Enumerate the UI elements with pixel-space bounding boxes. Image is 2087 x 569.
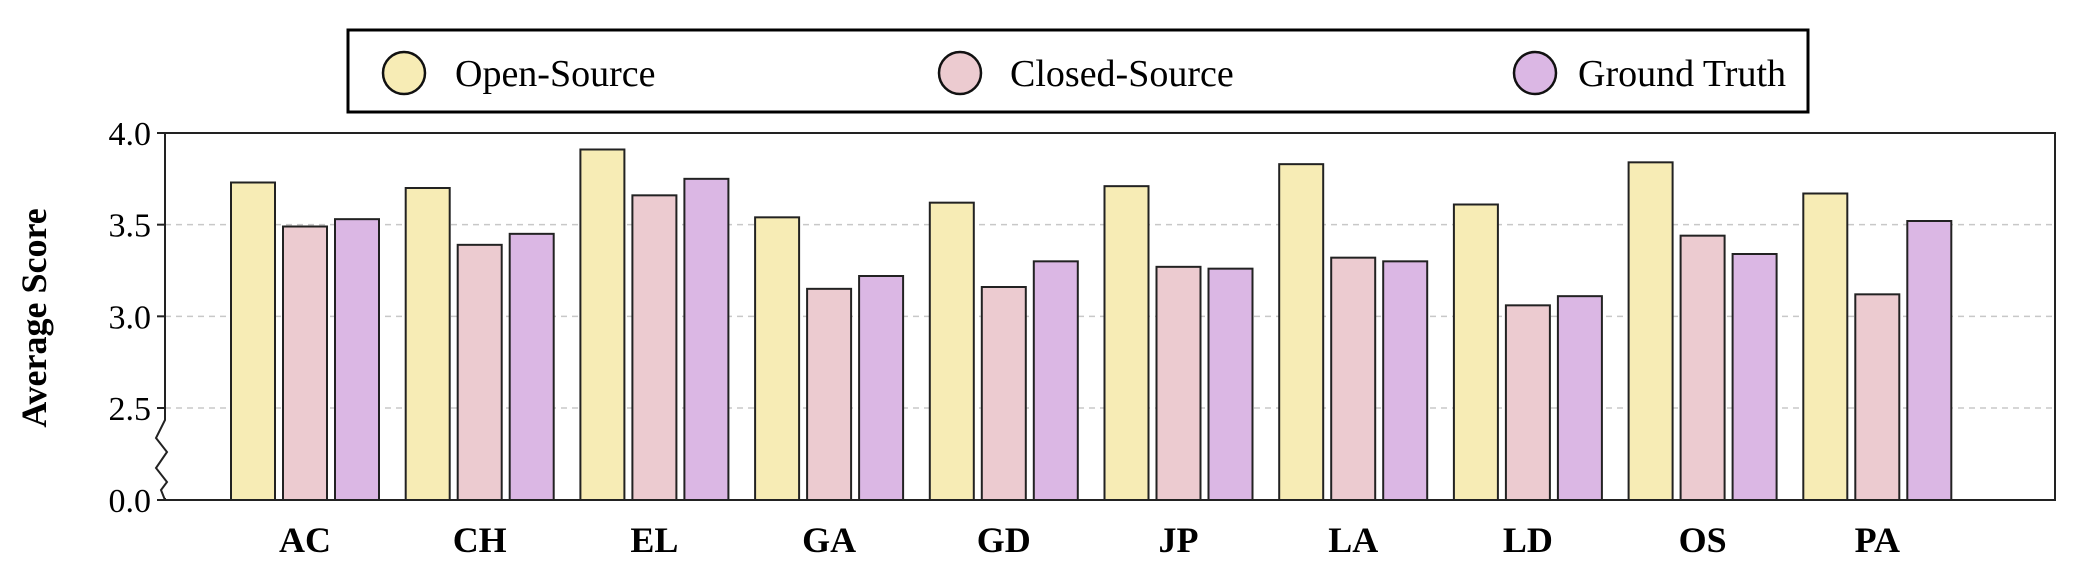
x-tick-label: AC xyxy=(279,520,331,560)
legend-marker xyxy=(1512,50,1558,96)
bar-closed-source-ch xyxy=(456,243,503,501)
y-axis-label: Average Score xyxy=(14,208,54,428)
bar-ground-truth-ld xyxy=(1556,295,1603,501)
bar-closed-source-ga xyxy=(806,287,853,502)
bar-ground-truth-el xyxy=(683,177,730,501)
legend-box xyxy=(346,28,1810,114)
bar-closed-source-pa xyxy=(1854,293,1901,502)
bar-ground-truth-la xyxy=(1382,260,1429,502)
x-tick-label: LA xyxy=(1328,520,1378,560)
bar-open-source-pa xyxy=(1802,192,1849,501)
bar-open-source-ga xyxy=(754,216,801,501)
bar-closed-source-os xyxy=(1679,234,1726,502)
bar-closed-source-el xyxy=(631,194,678,501)
bar-open-source-la xyxy=(1278,163,1325,502)
bar-ground-truth-ga xyxy=(858,275,905,501)
legend-label: Closed-Source xyxy=(1010,53,1234,95)
y-tick-label: 3.0 xyxy=(109,299,152,336)
x-tick-label: PA xyxy=(1855,520,1900,560)
bar-ground-truth-jp xyxy=(1207,267,1254,501)
bar-closed-source-ld xyxy=(1504,304,1551,502)
legend-marker xyxy=(381,50,427,96)
bar-open-source-ld xyxy=(1452,203,1499,501)
bar-open-source-jp xyxy=(1103,185,1150,502)
bar-closed-source-ac xyxy=(282,225,328,501)
bar-closed-source-gd xyxy=(980,286,1027,501)
bar-open-source-gd xyxy=(928,201,975,502)
bar-open-source-ac xyxy=(230,181,276,501)
x-tick-labels: AC CH EL GA GD JP LA LD OS PA xyxy=(279,520,1900,560)
x-tick-label: GA xyxy=(802,520,856,560)
y-tick-label: 0.0 xyxy=(109,483,152,520)
bar-closed-source-jp xyxy=(1155,265,1202,502)
legend-label: Ground Truth xyxy=(1578,53,1786,95)
x-tick-label: GD xyxy=(977,520,1031,560)
x-tick-label: CH xyxy=(453,520,507,560)
bar-ground-truth-gd xyxy=(1032,260,1079,502)
legend: Open-Source Closed-Source Ground Truth xyxy=(346,28,1810,114)
bar-ground-truth-ac xyxy=(334,218,380,502)
y-tick-label: 4.0 xyxy=(109,116,152,153)
y-tick-labels: 0.0 2.5 3.0 3.5 4.0 xyxy=(109,116,165,520)
bar-open-source-os xyxy=(1627,161,1674,501)
bar-open-source-ch xyxy=(404,187,451,501)
legend-label: Open-Source xyxy=(455,53,655,95)
bar-ground-truth-os xyxy=(1731,253,1778,501)
bar-closed-source-la xyxy=(1330,256,1377,501)
x-tick-label: JP xyxy=(1159,520,1199,560)
x-tick-label: OS xyxy=(1679,520,1727,560)
y-tick-label: 2.5 xyxy=(109,391,152,428)
bar-open-source-el xyxy=(579,148,626,501)
axis-break-mark xyxy=(154,410,169,501)
x-tick-label: LD xyxy=(1503,520,1553,560)
x-tick-label: EL xyxy=(630,520,678,560)
y-tick-label: 3.5 xyxy=(109,208,152,245)
bars-group xyxy=(230,148,1953,502)
legend-marker xyxy=(937,50,983,96)
bar-ground-truth-ch xyxy=(508,232,555,501)
bar-ground-truth-pa xyxy=(1906,220,1953,501)
